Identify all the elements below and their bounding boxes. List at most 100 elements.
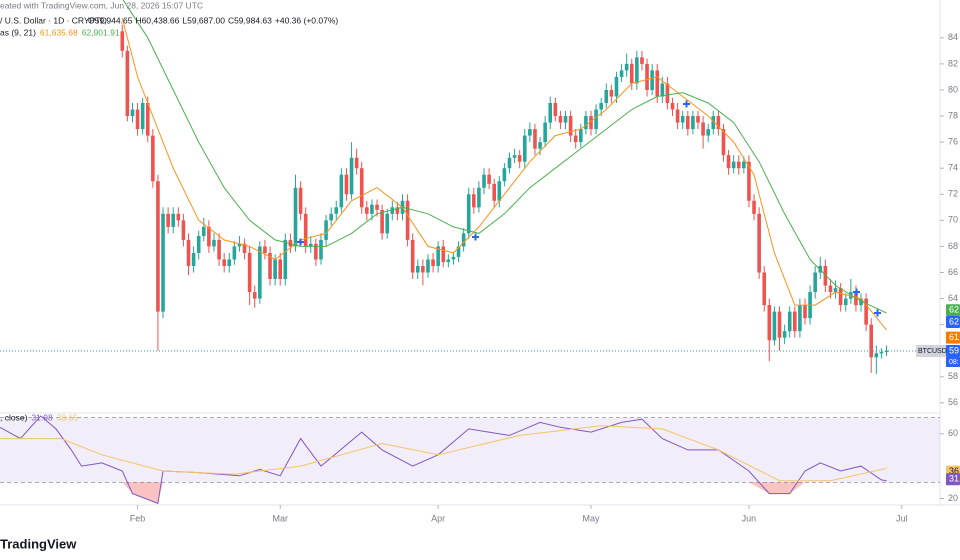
cross-marker [683, 100, 690, 108]
candle-body [456, 246, 461, 257]
candle-body [838, 288, 843, 306]
candle-body [843, 298, 848, 306]
candle-body [798, 305, 802, 332]
candle-body [731, 161, 736, 169]
symbol-box [916, 344, 946, 357]
y-tick-label: 74 [948, 163, 958, 173]
candle-body [517, 155, 522, 162]
y-tick-label: 84 [948, 32, 958, 42]
candle-body [594, 109, 598, 130]
candle-body [151, 135, 155, 182]
oversold-fill [0, 482, 887, 504]
candle-body [472, 194, 476, 208]
candle-body [635, 57, 639, 84]
price-label-box [946, 316, 960, 329]
candle-body [670, 103, 675, 110]
candle-body [375, 204, 379, 210]
ohlc-value: +40.36 (+0.07%) [275, 15, 338, 25]
candle-body [329, 213, 333, 221]
candle-body [212, 239, 216, 247]
candle-body [268, 252, 272, 280]
candle-body [502, 168, 507, 182]
candle-body [777, 311, 782, 338]
candle-body [787, 311, 792, 332]
price-pane [0, 0, 940, 375]
candle-body [308, 243, 313, 247]
candle-body [589, 116, 593, 130]
candle-body [120, 31, 125, 51]
ma-legend-value: 62,901.91 [82, 27, 120, 37]
candle-body [619, 70, 624, 77]
ma-legend-label: as (9, 21) [0, 27, 36, 37]
x-tick-label: May [582, 513, 600, 523]
x-tick-label: Mar [272, 513, 288, 523]
y-tick-label: 56 [948, 397, 958, 407]
ohlc-value: C59,984.63 [228, 15, 272, 25]
candle-body [130, 109, 135, 117]
candle-body [548, 103, 553, 123]
candle-body [629, 63, 634, 84]
candle-body [497, 181, 502, 201]
candle-body [522, 135, 527, 162]
candle-body [349, 157, 354, 195]
price-label: 62 [949, 316, 959, 326]
created-note: eated with TradingView.com, Jun 28, 2026… [0, 0, 203, 10]
candle-body [640, 57, 644, 64]
candle-body [803, 305, 807, 319]
y-tick-label: 70 [948, 215, 958, 225]
candle-body [696, 116, 700, 123]
y-tick-label: 58 [948, 371, 958, 381]
candle-body [339, 174, 344, 208]
countdown-label: 08: [949, 359, 959, 366]
candle-body [186, 239, 191, 266]
rsi-label-box [946, 473, 960, 486]
ohlc-value: H60,438.66 [135, 15, 179, 25]
candle-body [390, 207, 395, 214]
candle-body [711, 116, 716, 130]
candle-body [706, 129, 710, 136]
candle-body [258, 246, 262, 299]
candle-body [303, 213, 308, 247]
candle-body [156, 181, 160, 312]
candle-body [431, 259, 435, 266]
candle-body [380, 209, 384, 234]
rsi-band [0, 417, 940, 483]
candle-body [288, 239, 293, 247]
candle-body [512, 155, 517, 158]
y-tick-label: 64 [948, 293, 958, 303]
candle-body [191, 252, 196, 266]
brand: TradingView [0, 536, 77, 551]
candle-body [721, 129, 726, 156]
countdown-box [946, 356, 960, 367]
candle-body [395, 207, 400, 214]
candle-body [767, 305, 772, 341]
candle-body [237, 243, 242, 247]
candle-body [538, 142, 542, 149]
rsi-legend-value: 38.65 [57, 412, 79, 422]
ma-line [122, 0, 887, 314]
candle-body [370, 204, 374, 214]
candle-body [176, 213, 181, 221]
candle-body [528, 129, 532, 136]
candle-body [232, 246, 237, 260]
candle-body [650, 70, 654, 90]
candle-body [477, 187, 481, 208]
candle-body [171, 213, 176, 227]
candle-body [624, 63, 629, 71]
candle-body [385, 213, 390, 234]
candle-body [584, 116, 588, 130]
candle-body [655, 70, 660, 97]
candle-body [742, 161, 746, 169]
candle-body [604, 89, 609, 103]
y-tick-label: 72 [948, 189, 958, 199]
candle-body [436, 246, 440, 266]
y-tick-label: 82 [948, 58, 958, 68]
candle-body [563, 116, 568, 123]
candle-body [314, 243, 318, 260]
price-label-box [946, 331, 960, 344]
rsi-legend: , close) [0, 412, 28, 422]
candle-body [736, 161, 741, 169]
y-tick-label: 78 [948, 110, 958, 120]
price-label-box [946, 344, 960, 357]
